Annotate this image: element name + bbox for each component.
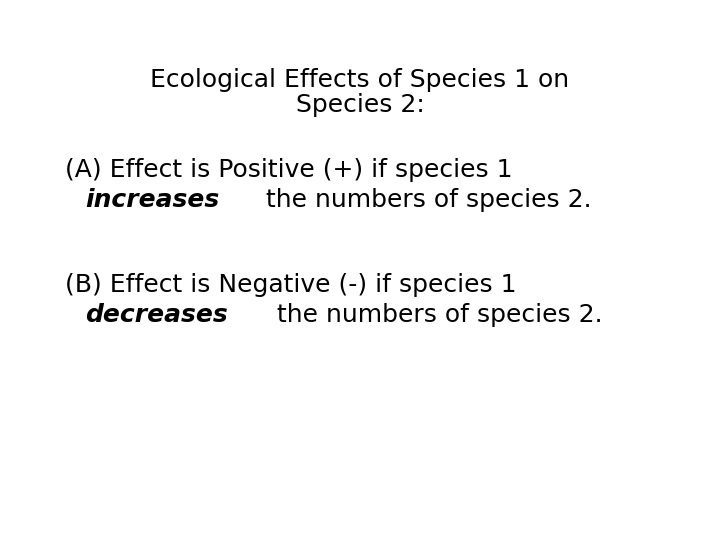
Text: Species 2:: Species 2: bbox=[296, 93, 424, 117]
Text: decreases: decreases bbox=[85, 303, 228, 327]
Text: (B) Effect is Negative (-) if species 1: (B) Effect is Negative (-) if species 1 bbox=[65, 273, 516, 297]
Text: (A) Effect is Positive (+) if species 1: (A) Effect is Positive (+) if species 1 bbox=[65, 158, 513, 182]
Text: the numbers of species 2.: the numbers of species 2. bbox=[258, 188, 592, 212]
Text: Ecological Effects of Species 1 on: Ecological Effects of Species 1 on bbox=[150, 68, 570, 92]
Text: increases: increases bbox=[85, 188, 220, 212]
Text: the numbers of species 2.: the numbers of species 2. bbox=[269, 303, 603, 327]
